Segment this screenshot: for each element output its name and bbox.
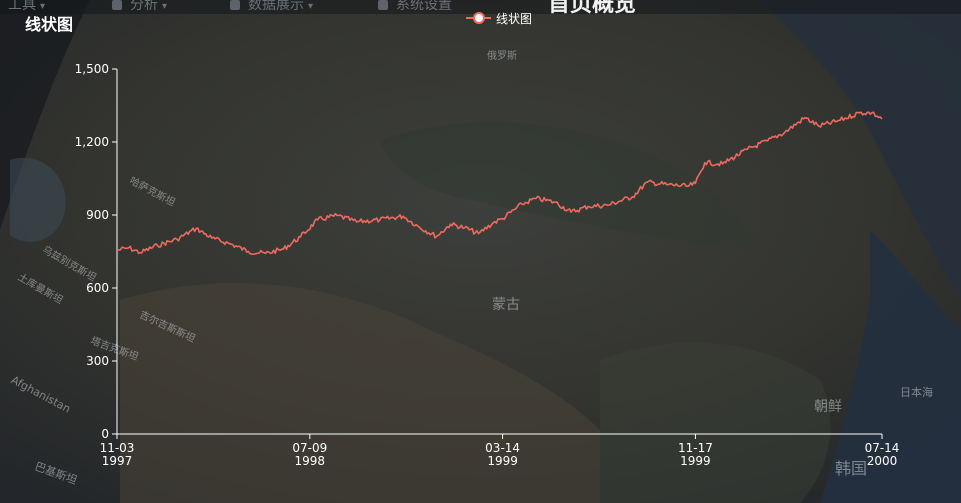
chevron-down-icon: ▾ <box>40 1 46 12</box>
layers-icon <box>378 0 388 10</box>
menu-item-data-display[interactable]: 数据展示 ▾ <box>230 0 313 14</box>
x-tick-year: 1998 <box>295 454 326 468</box>
x-tick-year: 2000 <box>867 454 898 468</box>
legend-marker-icon <box>466 11 491 25</box>
chart-title: 线状图 <box>25 15 74 34</box>
x-tick-label: 11-03 <box>100 441 135 455</box>
page-title: 首页概览 <box>548 0 637 17</box>
map-label-south-korea: 韩国 <box>835 459 868 478</box>
y-tick-label: 600 <box>86 281 109 295</box>
x-tick-label: 11-17 <box>678 441 713 455</box>
chart-legend[interactable]: 线状图 <box>466 9 532 27</box>
x-tick-year: 1997 <box>102 454 133 468</box>
menu-item-tools[interactable]: 工具 ▾ <box>8 0 46 13</box>
y-tick-label: 1,200 <box>75 135 109 149</box>
x-tick-label: 03-14 <box>485 441 520 455</box>
chevron-down-icon: ▾ <box>308 1 314 12</box>
map-label-mongolia: 蒙古 <box>492 297 520 313</box>
wrench-icon <box>112 0 122 10</box>
y-tick-label: 0 <box>101 427 109 441</box>
map-label-russia: 俄罗斯 <box>487 51 517 62</box>
y-tick-label: 300 <box>86 354 109 368</box>
x-tick-label: 07-14 <box>865 441 900 455</box>
y-tick-label: 1,500 <box>75 62 109 76</box>
x-tick-label: 07-09 <box>292 441 327 455</box>
y-tick-label: 900 <box>86 208 109 222</box>
x-tick-year: 1999 <box>487 454 518 468</box>
series-layer <box>116 111 883 255</box>
x-tick-year: 1999 <box>680 454 711 468</box>
map-label-north-korea: 朝鲜 <box>814 399 842 415</box>
menu-item-system-settings[interactable]: 系统设置 <box>378 0 452 14</box>
top-menu-bar: 工具 ▾ 分析 ▾ 数据展示 ▾ 系统设置 <box>0 0 961 14</box>
chevron-down-icon: ▾ <box>162 1 168 12</box>
series-line <box>116 111 883 255</box>
bar-chart-icon <box>230 0 240 10</box>
menu-item-analysis[interactable]: 分析 ▾ <box>112 0 167 14</box>
legend-label: 线状图 <box>496 11 533 26</box>
map-label-sea-of-japan: 日本海 <box>900 386 933 399</box>
